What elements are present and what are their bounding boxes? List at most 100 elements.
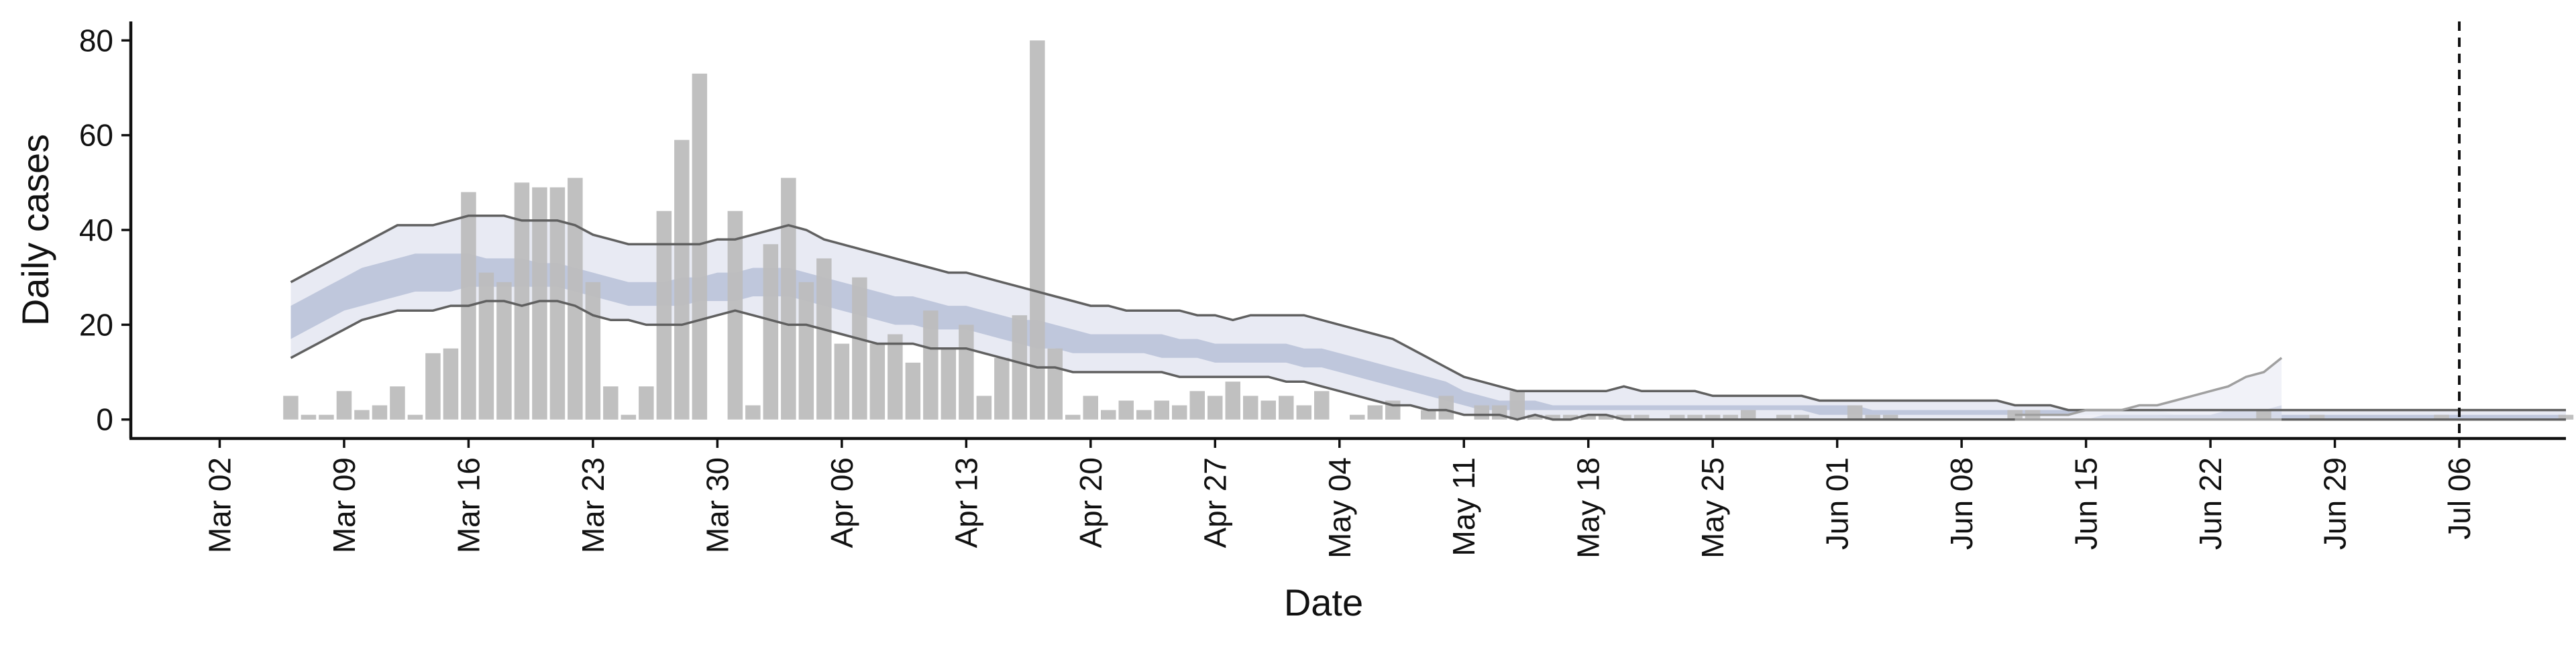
bar-day-39 xyxy=(976,396,992,420)
y-axis-title: Daily cases xyxy=(14,134,56,326)
bar-day-71 xyxy=(1545,414,1560,420)
bar-day-73 xyxy=(1580,414,1596,420)
bar-day-67 xyxy=(1474,405,1489,420)
bar-day-2 xyxy=(319,414,334,420)
bar-day-4 xyxy=(354,410,370,420)
bar-day-36 xyxy=(923,310,938,420)
x-axis-title: Date xyxy=(1284,581,1363,624)
bar-day-128 xyxy=(2558,414,2574,420)
bar-day-70 xyxy=(1527,414,1543,420)
bar-day-27 xyxy=(763,244,779,420)
x-tick-label-16: Jun 22 xyxy=(2193,457,2228,550)
bar-day-44 xyxy=(1065,414,1081,420)
y-tick-label-80: 80 xyxy=(79,23,113,58)
bar-day-75 xyxy=(1616,414,1631,420)
bar-day-81 xyxy=(1723,414,1738,420)
bar-day-69 xyxy=(1509,391,1525,420)
bars xyxy=(283,40,2574,420)
bar-day-30 xyxy=(816,258,832,420)
x-tick-label-8: Apr 27 xyxy=(1197,457,1232,548)
x-tick-label-5: Apr 06 xyxy=(824,457,859,548)
bar-day-13 xyxy=(514,182,530,420)
x-tick-label-9: May 04 xyxy=(1322,457,1357,558)
bar-day-23 xyxy=(692,73,708,420)
x-ticks: Mar 02 Mar 09 Mar 16 Mar 23 Mar 30 Apr 06 Apr … xyxy=(203,438,2477,558)
bar-day-22 xyxy=(674,139,690,420)
bar-day-65 xyxy=(1438,396,1454,420)
x-tick-label-12: May 25 xyxy=(1695,457,1730,558)
bar-day-11 xyxy=(478,272,494,420)
forecast-upper-line xyxy=(2015,357,2283,416)
x-tick-label-10: May 11 xyxy=(1446,457,1481,556)
bar-day-60 xyxy=(1350,414,1365,420)
bar-day-17 xyxy=(585,282,601,420)
bar-day-47 xyxy=(1118,400,1134,420)
bar-day-7 xyxy=(407,414,423,420)
upper-bound-line xyxy=(290,215,2566,412)
bar-day-111 xyxy=(2256,410,2271,420)
bar-day-55 xyxy=(1260,400,1276,420)
bar-day-74 xyxy=(1598,414,1614,420)
uncertainty-bands xyxy=(290,215,2566,420)
bar-day-9 xyxy=(443,348,459,420)
bound-lines xyxy=(290,215,2566,421)
bar-day-82 xyxy=(1740,410,1756,420)
bar-day-5 xyxy=(372,405,388,420)
bar-day-29 xyxy=(798,282,814,420)
bar-day-43 xyxy=(1047,348,1063,420)
bar-day-28 xyxy=(781,178,796,420)
x-tick-label-3: Mar 23 xyxy=(576,457,610,553)
x-tick-label-18: Jul 06 xyxy=(2442,457,2477,540)
x-tick-label-4: Mar 30 xyxy=(700,457,735,553)
bar-day-40 xyxy=(994,357,1010,420)
bar-day-49 xyxy=(1154,400,1169,420)
x-tick-label-17: Jun 29 xyxy=(2318,457,2353,550)
bar-day-78 xyxy=(1669,414,1685,420)
bar-day-1 xyxy=(301,414,317,420)
x-tick-label-11: May 18 xyxy=(1571,457,1606,558)
bar-day-45 xyxy=(1083,396,1098,420)
bar-day-54 xyxy=(1243,396,1258,420)
y-ticks: 0 20 40 60 80 xyxy=(79,23,131,437)
bar-day-80 xyxy=(1705,414,1721,420)
bar-day-84 xyxy=(1776,414,1792,420)
bar-day-20 xyxy=(639,386,654,420)
bar-day-61 xyxy=(1367,405,1383,420)
bar-day-21 xyxy=(656,211,672,420)
bar-day-19 xyxy=(621,414,637,420)
bar-day-41 xyxy=(1012,315,1028,420)
x-tick-label-13: Jun 01 xyxy=(1820,457,1855,550)
x-tick-label-14: Jun 08 xyxy=(1944,457,1979,550)
bar-day-25 xyxy=(727,211,743,420)
y-tick-label-40: 40 xyxy=(79,213,113,247)
bar-day-57 xyxy=(1296,405,1311,420)
bar-day-12 xyxy=(496,282,512,420)
outer-band xyxy=(290,215,2566,420)
bar-day-18 xyxy=(603,386,619,420)
bar-day-26 xyxy=(745,405,761,420)
bar-day-114 xyxy=(2309,414,2325,420)
bar-day-37 xyxy=(941,348,957,420)
bar-day-14 xyxy=(532,187,547,420)
x-tick-label-6: Apr 13 xyxy=(949,457,983,548)
bar-day-42 xyxy=(1030,40,1045,420)
bar-day-8 xyxy=(425,353,441,420)
x-tick-label-15: Jun 15 xyxy=(2069,457,2104,550)
bar-day-79 xyxy=(1687,414,1703,420)
bar-day-85 xyxy=(1794,414,1809,420)
bar-day-3 xyxy=(336,391,352,420)
x-tick-label-7: Apr 20 xyxy=(1073,457,1108,548)
bar-day-121 xyxy=(2434,414,2449,420)
forecast-outer-band xyxy=(2015,357,2282,420)
bar-day-46 xyxy=(1101,410,1116,420)
x-tick-label-1: Mar 09 xyxy=(327,457,362,553)
bar-day-52 xyxy=(1208,396,1223,420)
forecast-inner-band xyxy=(2015,405,2282,420)
bar-day-33 xyxy=(869,343,885,420)
x-tick-label-2: Mar 16 xyxy=(451,457,486,553)
bar-day-35 xyxy=(905,362,921,420)
bar-day-32 xyxy=(852,277,867,420)
bar-day-0 xyxy=(283,396,299,420)
